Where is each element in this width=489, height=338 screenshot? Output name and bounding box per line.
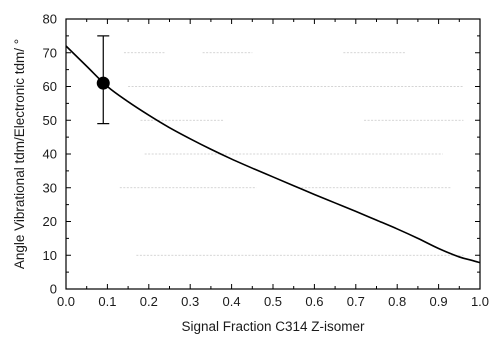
y-tick-label: 70 (43, 45, 57, 60)
data-point (96, 76, 110, 90)
y-axis-ticks (66, 18, 480, 290)
x-axis-tick-labels: 0.0 0.1 0.2 0.3 0.4 0.5 0.6 0.7 0.8 0.9 1.0 (57, 294, 489, 309)
x-tick-label: 0.1 (98, 294, 116, 309)
y-axis-tick-labels: 0 10 20 30 40 50 60 70 80 (43, 12, 57, 297)
y-tick-label: 40 (43, 147, 57, 162)
x-tick-label: 0.3 (181, 294, 199, 309)
x-tick-label: 0.7 (347, 294, 365, 309)
series-layer (65, 35, 481, 264)
y-tick-label: 30 (43, 180, 57, 195)
y-tick-label: 80 (43, 12, 57, 27)
series-line (65, 45, 481, 264)
y-axis-label: Angle Vibrational tdm/Electronic tdm/ ° (12, 39, 27, 269)
x-axis-label: Signal Fraction C314 Z-isomer (181, 319, 365, 334)
x-tick-label: 0.2 (140, 294, 158, 309)
x-tick-label: 1.0 (471, 294, 489, 309)
faint-background-lines (119, 52, 464, 256)
x-tick-label: 0.4 (223, 294, 241, 309)
x-tick-label: 0.9 (430, 294, 448, 309)
y-tick-label: 50 (43, 113, 57, 128)
y-tick-label: 20 (43, 214, 57, 229)
x-tick-label: 0.8 (388, 294, 406, 309)
y-tick-label: 60 (43, 79, 57, 94)
x-tick-label: 0.6 (305, 294, 323, 309)
x-axis-ticks (65, 19, 481, 289)
x-tick-label: 0.5 (264, 294, 282, 309)
y-tick-label: 10 (43, 248, 57, 263)
y-tick-label: 0 (50, 282, 57, 297)
x-tick-label: 0.0 (57, 294, 75, 309)
